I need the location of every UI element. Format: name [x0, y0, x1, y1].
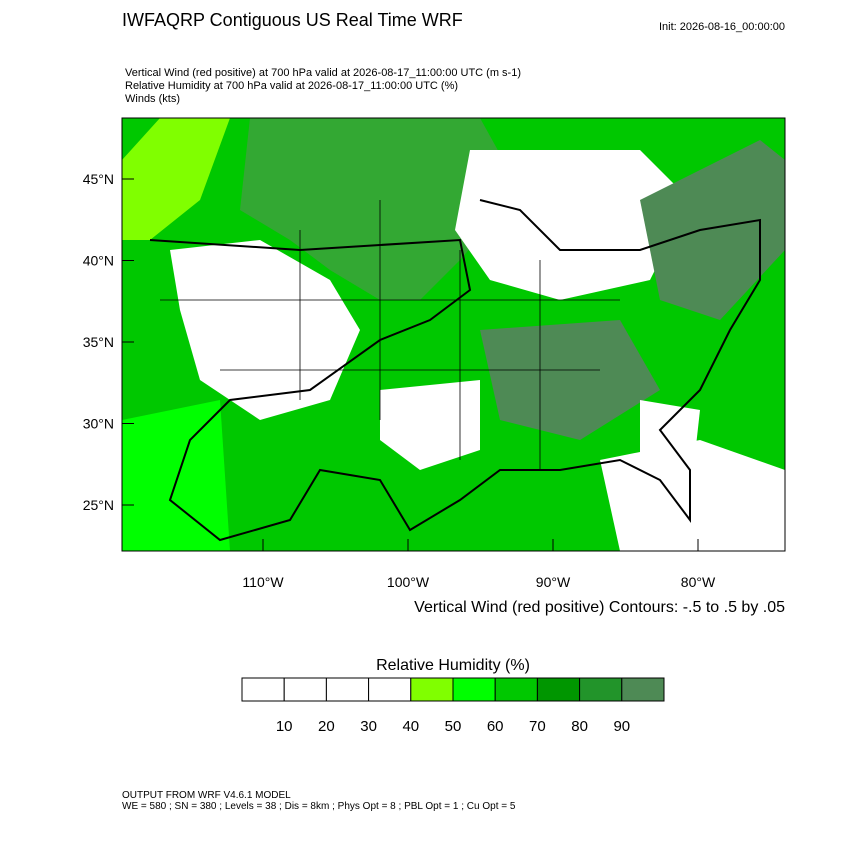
- colorbar-label: 30: [360, 718, 377, 735]
- lat-label: 40°N: [83, 253, 114, 269]
- lat-label: 35°N: [83, 334, 114, 350]
- colorbar-box: [536, 677, 581, 702]
- colorbar-box: [325, 677, 370, 702]
- colorbar-label: 50: [445, 718, 462, 735]
- colorbar-label: 90: [613, 718, 630, 735]
- contour-note: Vertical Wind (red positive) Contours: -…: [414, 599, 785, 616]
- colorbar-label: 10: [276, 718, 293, 735]
- colorbar-box: [494, 677, 538, 702]
- footer-line: OUTPUT FROM WRF V4.6.1 MODEL: [122, 790, 291, 801]
- header-line: Winds (kts): [125, 93, 180, 105]
- colorbar-box: [368, 677, 412, 702]
- colorbar-box: [283, 677, 327, 702]
- map: [121, 117, 786, 552]
- colorbar-box: [241, 677, 285, 702]
- header-line: Vertical Wind (red positive) at 700 hPa …: [125, 67, 521, 79]
- colorbar-title: Relative Humidity (%): [376, 657, 530, 674]
- colorbar-label: 20: [318, 718, 335, 735]
- lon-label: 90°W: [536, 574, 571, 590]
- header-line: Relative Humidity at 700 hPa valid at 20…: [125, 80, 458, 92]
- lat-label: 25°N: [83, 497, 114, 513]
- colorbar-label: 80: [571, 718, 588, 735]
- colorbar-box: [579, 677, 623, 702]
- init-time: Init: 2026-08-16_00:00:00: [659, 21, 785, 33]
- colorbar-box: [452, 677, 496, 702]
- colorbar-label: 40: [402, 718, 419, 735]
- footer-line: WE = 580 ; SN = 380 ; Levels = 38 ; Dis …: [122, 801, 516, 812]
- colorbar-label: 70: [529, 718, 546, 735]
- lat-label: 45°N: [83, 171, 114, 187]
- lat-label: 30°N: [83, 416, 114, 432]
- colorbar-box: [621, 677, 665, 702]
- title: IWFAQRP Contiguous US Real Time WRF: [122, 10, 463, 30]
- colorbar-box: [410, 677, 454, 702]
- lon-label: 80°W: [681, 574, 716, 590]
- lon-label: 100°W: [387, 574, 430, 590]
- colorbar-label: 60: [487, 718, 504, 735]
- lon-label: 110°W: [242, 574, 284, 590]
